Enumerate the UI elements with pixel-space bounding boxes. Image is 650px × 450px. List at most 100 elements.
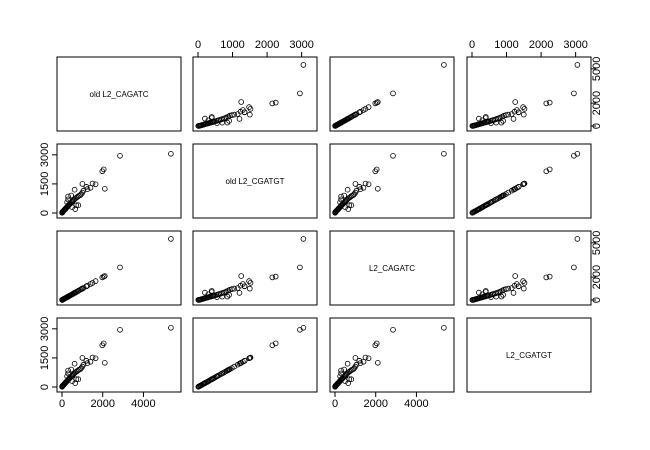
axis-tick-label: 2000	[591, 265, 603, 289]
data-point	[297, 326, 303, 333]
data-point	[75, 202, 82, 209]
data-point	[84, 282, 91, 289]
data-point	[202, 289, 208, 296]
data-point	[337, 199, 343, 206]
variable-label: L2_CAGATC	[369, 264, 415, 273]
data-point	[365, 355, 372, 362]
panel-frame	[56, 230, 182, 306]
panel-frame	[56, 317, 182, 393]
panel-3-3: L2_CGATGT	[466, 317, 592, 393]
data-point	[237, 360, 244, 366]
data-point	[65, 370, 71, 377]
axis-tick-label: 3000	[289, 39, 313, 51]
data-point	[571, 90, 577, 97]
data-point	[332, 210, 338, 216]
data-point	[338, 370, 344, 377]
data-point	[510, 290, 517, 296]
data-point	[195, 123, 202, 129]
variable-label: old L2_CGATGT	[226, 177, 285, 186]
data-point	[344, 186, 351, 193]
panel-0-0: old L2_CAGATC	[56, 56, 182, 132]
data-point	[297, 264, 303, 271]
data-point	[238, 273, 245, 279]
data-point	[64, 199, 70, 206]
data-point	[65, 196, 71, 203]
data-point	[488, 199, 494, 206]
data-point	[508, 111, 515, 117]
data-point	[59, 297, 65, 303]
data-point	[493, 293, 500, 300]
data-point	[247, 106, 254, 112]
data-point	[469, 297, 476, 303]
data-point	[64, 373, 70, 380]
data-point	[345, 206, 352, 212]
data-point	[338, 367, 344, 374]
data-point	[87, 358, 94, 365]
data-point	[515, 184, 522, 190]
panel-frame	[466, 230, 592, 306]
data-point	[214, 120, 220, 126]
data-point	[348, 376, 355, 383]
data-point	[214, 373, 220, 380]
data-point	[65, 367, 71, 374]
data-point	[83, 184, 90, 190]
data-point	[69, 291, 75, 298]
panel-frame	[329, 317, 455, 393]
axis-tick-label: 0	[39, 384, 51, 390]
panel-frame	[192, 56, 318, 132]
data-point	[337, 373, 343, 380]
panel-frame	[329, 143, 455, 219]
data-point	[219, 293, 226, 300]
panel-3-2	[329, 317, 455, 393]
axis-tick-label: 4000	[404, 398, 428, 410]
panel-frame	[192, 317, 318, 393]
data-point	[73, 289, 80, 295]
data-point	[272, 273, 279, 280]
panel-1-1: old L2_CGATGT	[192, 143, 318, 219]
panel-frame	[192, 143, 318, 219]
data-point	[117, 326, 123, 333]
data-point	[195, 297, 202, 303]
data-point	[71, 186, 78, 193]
axis-tick-label: 2000	[529, 39, 553, 51]
variable-label: L2_CGATGT	[506, 351, 552, 360]
data-point	[226, 118, 232, 124]
data-point	[346, 376, 353, 383]
data-point	[372, 168, 379, 175]
data-point	[520, 104, 526, 110]
axis-tick-label: 0	[59, 398, 65, 410]
data-point	[300, 236, 307, 242]
data-point	[357, 108, 364, 115]
axis-tick-label: 3000	[563, 39, 587, 51]
data-point	[374, 359, 381, 366]
panel-2-2: L2_CAGATC	[329, 230, 455, 306]
data-point	[241, 109, 248, 116]
data-point	[500, 292, 506, 298]
data-point	[64, 294, 70, 300]
data-point	[72, 206, 78, 212]
data-point	[390, 153, 396, 159]
data-point	[493, 196, 500, 203]
data-point	[269, 342, 276, 349]
axis-tick-label: 1500	[39, 172, 51, 196]
axis-tick-label: 3000	[39, 317, 51, 341]
data-point	[102, 273, 108, 279]
data-point	[236, 360, 243, 367]
panel-0-2	[329, 56, 455, 132]
data-point	[92, 355, 99, 362]
data-point	[571, 153, 577, 159]
data-point	[59, 210, 65, 216]
data-point	[227, 286, 233, 293]
panel-frame	[56, 56, 182, 132]
panel-frame	[466, 56, 592, 132]
data-point	[72, 380, 78, 386]
data-point	[195, 383, 202, 390]
axis-tick-label: 5000	[591, 231, 603, 255]
data-point	[269, 100, 276, 107]
data-point	[488, 294, 494, 300]
data-point	[247, 280, 254, 286]
data-point	[241, 283, 248, 290]
data-point	[476, 115, 482, 122]
axis-tick-label: 0	[591, 123, 603, 129]
data-point	[338, 193, 344, 200]
